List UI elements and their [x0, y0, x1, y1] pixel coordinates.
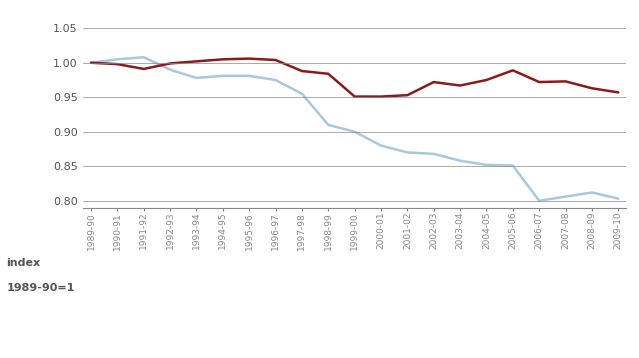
Text: 1989-90=1: 1989-90=1 — [6, 283, 75, 293]
Text: index: index — [6, 258, 40, 268]
